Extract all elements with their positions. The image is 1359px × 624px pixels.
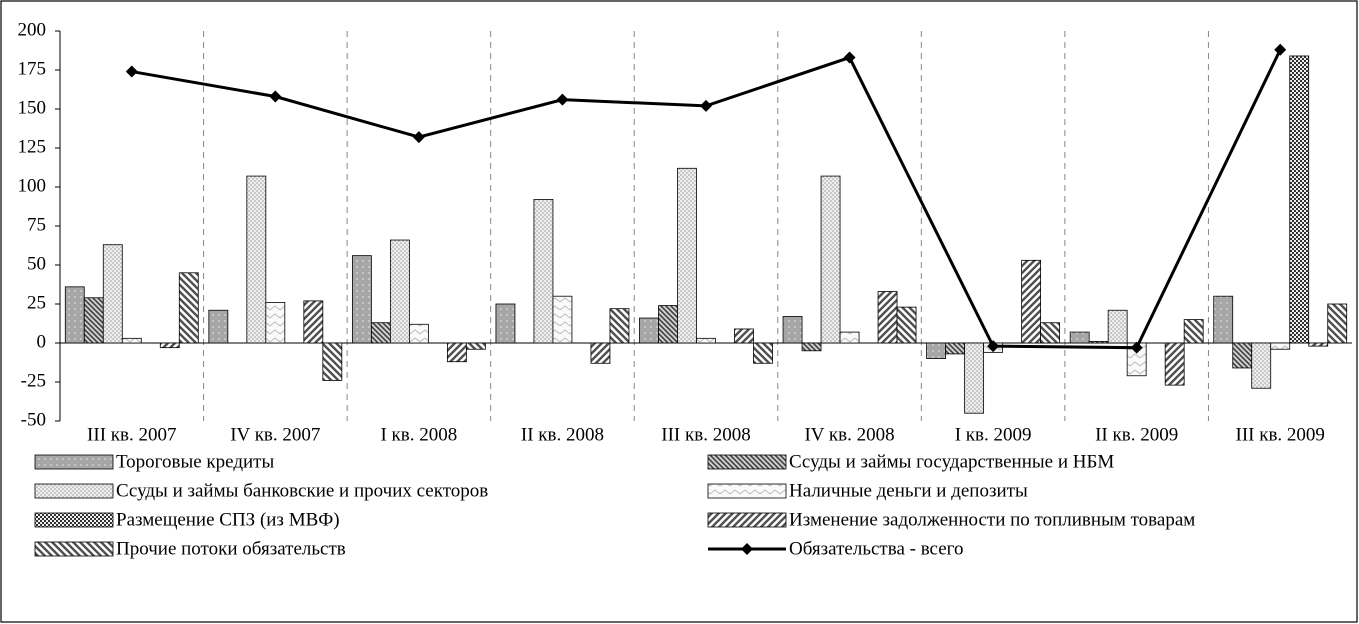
x-tick-label: IV кв. 2008 [804, 424, 894, 445]
bar [1040, 322, 1061, 344]
bar [208, 309, 229, 344]
y-tick-label: -50 [21, 409, 46, 430]
y-tick-label: 50 [27, 253, 46, 274]
bar [303, 300, 324, 344]
bar [265, 302, 286, 344]
bar [696, 337, 716, 344]
marker [269, 90, 282, 103]
bar [1327, 303, 1348, 344]
bar [753, 342, 773, 364]
bar [1107, 309, 1128, 344]
bar [926, 342, 947, 360]
bar [246, 175, 267, 344]
marker [843, 51, 856, 64]
bar [370, 322, 391, 344]
bar [877, 291, 898, 344]
y-tick-label: 125 [18, 136, 47, 157]
y-tick-label: 0 [37, 331, 47, 352]
bar [1088, 341, 1109, 344]
bar [159, 342, 180, 349]
legend-swatch [34, 541, 114, 557]
bar [64, 286, 85, 344]
bar [734, 328, 754, 344]
bar [465, 342, 486, 350]
x-tick-label: I кв. 2009 [955, 424, 1032, 445]
bar [495, 303, 516, 344]
marker [125, 65, 138, 78]
x-tick-label: III кв. 2009 [1236, 424, 1325, 445]
bar [552, 295, 573, 344]
y-tick-label: 175 [18, 58, 47, 79]
legend-swatch [707, 483, 787, 499]
bar [533, 199, 554, 344]
x-tick-label: II кв. 2009 [1095, 424, 1178, 445]
bar [322, 342, 343, 381]
bar [1164, 342, 1185, 386]
bar [801, 342, 822, 352]
legend-swatch [34, 512, 114, 528]
bar [1308, 342, 1329, 347]
bar [178, 272, 199, 344]
bar [1270, 342, 1291, 350]
legend-label: Размещение СПЗ (из МВФ) [116, 509, 340, 530]
x-tick-label: III кв. 2008 [661, 424, 750, 445]
bar [408, 323, 429, 344]
y-tick-label: 25 [27, 292, 46, 313]
bar [1183, 319, 1204, 344]
bar [1289, 55, 1310, 344]
legend-label: Ссуды и займы государственные и НБМ [789, 451, 1114, 472]
marker [700, 99, 712, 112]
x-tick-label: III кв. 2007 [87, 424, 176, 445]
bar [609, 308, 630, 344]
bar [351, 255, 372, 344]
bar [896, 306, 917, 344]
y-tick-label: 200 [18, 19, 47, 40]
bar [839, 331, 860, 344]
legend-swatch [34, 454, 114, 470]
bar [1069, 331, 1090, 344]
bar [945, 342, 966, 355]
y-tick-label: 75 [27, 214, 46, 235]
y-tick-label: 100 [18, 175, 47, 196]
legend-marker [741, 543, 753, 555]
bar [102, 244, 123, 344]
y-tick-label: -25 [21, 370, 46, 391]
bar [1232, 342, 1253, 369]
marker [1274, 43, 1287, 56]
bar [1021, 259, 1042, 344]
bar [639, 317, 659, 344]
legend-swatch [707, 512, 787, 528]
bar [389, 239, 410, 344]
bar [121, 337, 142, 344]
bar [590, 342, 611, 364]
legend-label: Ссуды и займы банковские и прочих сектор… [116, 480, 488, 501]
bar [658, 305, 678, 344]
bar [782, 316, 803, 344]
legend-label: Тороговые кредиты [116, 451, 274, 472]
bar [820, 175, 841, 344]
bar [964, 342, 985, 414]
legend-label: Прочие потоки обязательств [116, 538, 346, 559]
y-tick-label: 150 [18, 97, 47, 118]
bar [1213, 295, 1234, 344]
bar [1251, 342, 1272, 389]
legend-label: Обязательства - всего [789, 538, 963, 559]
legend-label: Изменение задолженности по топливным тов… [789, 509, 1195, 530]
x-tick-label: IV кв. 2007 [230, 424, 320, 445]
marker [556, 93, 569, 106]
x-tick-label: I кв. 2008 [380, 424, 457, 445]
bar [83, 297, 104, 344]
marker [412, 131, 425, 144]
bar [677, 167, 697, 344]
legend-label: Наличные деньги и депозиты [789, 480, 1028, 501]
bar [446, 342, 467, 363]
legend-swatch [34, 483, 114, 499]
x-tick-label: II кв. 2008 [521, 424, 604, 445]
legend-swatch [707, 454, 787, 470]
